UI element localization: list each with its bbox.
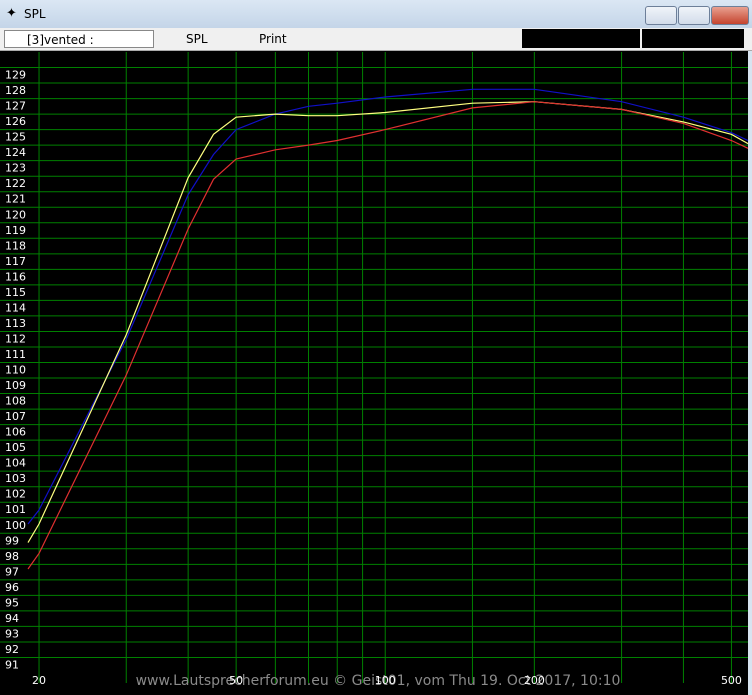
y-tick-label: 121	[5, 193, 26, 206]
y-tick-label: 127	[5, 100, 26, 113]
y-tick-label: 104	[5, 457, 26, 470]
y-tick-label: 123	[5, 162, 26, 175]
x-tick-label: 50	[229, 674, 243, 687]
y-tick-label: 98	[5, 550, 19, 563]
y-tick-label: 102	[5, 488, 26, 501]
window-icon: ✦	[6, 6, 17, 21]
print-button[interactable]: Print	[259, 32, 287, 46]
maximize-button[interactable]	[678, 6, 710, 25]
y-tick-label: 94	[5, 612, 19, 625]
curve	[27, 101, 749, 543]
readout	[522, 29, 640, 48]
y-tick-label: 122	[5, 177, 26, 190]
watermark: www.Lautsprecherforum.eu © Geist01, vom …	[136, 673, 621, 689]
y-tick-label: 116	[5, 270, 26, 283]
view-select[interactable]: SPL	[186, 32, 208, 46]
y-tick-label: 119	[5, 224, 26, 237]
y-tick-label: 100	[5, 519, 26, 532]
plot-background	[0, 51, 748, 695]
y-tick-label: 109	[5, 379, 26, 392]
y-tick-label: 97	[5, 565, 19, 578]
project-select[interactable]: [3]vented : 18HP1022	[4, 30, 154, 65]
y-tick-label: 111	[5, 348, 26, 361]
title-bar: ✦ SPL	[0, 0, 752, 28]
y-tick-label: 105	[5, 441, 26, 454]
curve	[27, 101, 749, 570]
y-tick-label: 117	[5, 255, 26, 268]
x-tick-label: 100	[375, 674, 396, 687]
y-tick-label: 107	[5, 410, 26, 423]
curve	[27, 88, 749, 525]
y-tick-label: 126	[5, 115, 26, 128]
y-tick-label: 115	[5, 286, 26, 299]
chart: www.Lautsprecherforum.eu © Geist01, vom …	[0, 51, 749, 695]
toolbar: [3]vented : 18HP1022 SPL Print	[0, 28, 752, 65]
y-tick-label: 112	[5, 332, 26, 345]
minimize-button[interactable]	[645, 6, 677, 25]
readout	[642, 29, 744, 48]
y-tick-label: 101	[5, 503, 26, 516]
y-tick-label: 95	[5, 596, 19, 609]
y-tick-label: 129	[5, 69, 26, 82]
y-tick-label: 125	[5, 131, 26, 144]
y-tick-label: 118	[5, 239, 26, 252]
y-tick-label: 99	[5, 534, 19, 547]
x-tick-label: 500	[721, 674, 742, 687]
y-tick-label: 92	[5, 643, 19, 656]
y-tick-label: 128	[5, 84, 26, 97]
y-tick-label: 108	[5, 395, 26, 408]
y-tick-label: 93	[5, 627, 19, 640]
y-tick-label: 114	[5, 301, 26, 314]
y-tick-label: 91	[5, 658, 19, 671]
y-tick-label: 120	[5, 208, 26, 221]
y-tick-label: 113	[5, 317, 26, 330]
window-title: SPL	[24, 7, 46, 21]
x-tick-label: 20	[32, 674, 46, 687]
y-tick-label: 106	[5, 426, 26, 439]
x-tick-label: 200	[524, 674, 545, 687]
y-tick-label: 103	[5, 472, 26, 485]
y-tick-label: 96	[5, 581, 19, 594]
close-button[interactable]	[711, 6, 749, 25]
y-tick-label: 110	[5, 364, 26, 377]
y-tick-label: 124	[5, 146, 26, 159]
